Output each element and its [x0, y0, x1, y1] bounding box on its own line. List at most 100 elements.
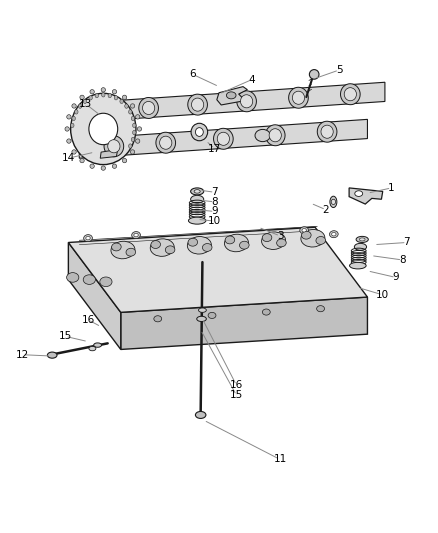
Ellipse shape [331, 199, 336, 205]
Ellipse shape [80, 95, 84, 100]
Ellipse shape [71, 123, 74, 127]
Ellipse shape [269, 128, 281, 142]
Text: 15: 15 [59, 332, 72, 341]
Ellipse shape [191, 98, 204, 111]
Ellipse shape [67, 115, 71, 119]
Ellipse shape [195, 128, 203, 136]
Ellipse shape [316, 237, 325, 244]
Ellipse shape [101, 87, 106, 92]
Ellipse shape [131, 116, 135, 120]
Ellipse shape [356, 236, 368, 243]
Text: 8: 8 [399, 255, 406, 265]
Ellipse shape [100, 277, 112, 287]
Ellipse shape [139, 98, 159, 118]
Ellipse shape [94, 343, 102, 348]
Ellipse shape [135, 115, 140, 119]
Polygon shape [217, 87, 247, 105]
Ellipse shape [71, 93, 136, 165]
Text: 17: 17 [208, 143, 221, 154]
Ellipse shape [78, 104, 82, 108]
Text: 10: 10 [208, 216, 221, 226]
Ellipse shape [261, 232, 286, 249]
Ellipse shape [330, 196, 337, 207]
Ellipse shape [224, 234, 248, 252]
Polygon shape [121, 297, 367, 350]
Ellipse shape [317, 305, 325, 312]
Ellipse shape [151, 240, 160, 248]
Text: 1: 1 [388, 183, 395, 193]
Ellipse shape [198, 308, 206, 312]
Ellipse shape [131, 104, 135, 108]
Ellipse shape [67, 139, 71, 143]
Ellipse shape [83, 99, 87, 103]
Ellipse shape [317, 121, 337, 142]
Ellipse shape [72, 150, 76, 154]
Ellipse shape [86, 236, 90, 240]
Text: 15: 15 [230, 390, 243, 400]
Ellipse shape [156, 132, 176, 153]
Ellipse shape [340, 84, 360, 104]
Polygon shape [100, 149, 118, 158]
Ellipse shape [292, 91, 304, 104]
Ellipse shape [277, 239, 286, 247]
Ellipse shape [289, 87, 308, 108]
Text: 5: 5 [336, 65, 343, 75]
Ellipse shape [120, 99, 124, 103]
Ellipse shape [354, 244, 367, 251]
Ellipse shape [188, 217, 206, 224]
Ellipse shape [301, 230, 325, 247]
Ellipse shape [191, 123, 208, 141]
Ellipse shape [150, 239, 174, 256]
Text: 9: 9 [211, 206, 218, 216]
Ellipse shape [197, 316, 206, 321]
Text: 2: 2 [323, 205, 329, 215]
Ellipse shape [131, 150, 135, 154]
Ellipse shape [114, 95, 118, 100]
Polygon shape [68, 227, 367, 312]
Ellipse shape [89, 113, 118, 144]
Ellipse shape [214, 128, 233, 149]
Text: 10: 10 [376, 290, 389, 300]
Polygon shape [68, 243, 121, 350]
Ellipse shape [108, 140, 120, 153]
Ellipse shape [300, 227, 308, 234]
Ellipse shape [208, 312, 216, 319]
Ellipse shape [217, 132, 230, 146]
Ellipse shape [237, 91, 256, 112]
Ellipse shape [344, 87, 357, 101]
Ellipse shape [112, 164, 117, 168]
Ellipse shape [134, 233, 138, 237]
Ellipse shape [188, 238, 198, 246]
Ellipse shape [122, 158, 127, 163]
Ellipse shape [187, 237, 212, 254]
Text: 6: 6 [190, 69, 196, 79]
Ellipse shape [112, 90, 117, 94]
Ellipse shape [159, 136, 172, 149]
Ellipse shape [191, 195, 204, 203]
Ellipse shape [74, 110, 78, 114]
Ellipse shape [101, 166, 106, 170]
Ellipse shape [262, 233, 272, 241]
Ellipse shape [95, 93, 99, 98]
Ellipse shape [67, 272, 79, 282]
Ellipse shape [90, 164, 94, 168]
Ellipse shape [154, 316, 162, 322]
Ellipse shape [131, 138, 135, 142]
Ellipse shape [302, 229, 306, 232]
Ellipse shape [128, 110, 132, 114]
Ellipse shape [133, 123, 136, 127]
Ellipse shape [133, 131, 136, 135]
Text: 13: 13 [79, 99, 92, 109]
Ellipse shape [195, 411, 206, 418]
Ellipse shape [225, 236, 235, 244]
Ellipse shape [359, 238, 365, 241]
Text: 3: 3 [277, 231, 283, 241]
Ellipse shape [132, 231, 141, 239]
Ellipse shape [265, 125, 285, 146]
Ellipse shape [240, 95, 253, 108]
Ellipse shape [65, 127, 69, 131]
Ellipse shape [262, 309, 270, 315]
Ellipse shape [135, 139, 140, 143]
Ellipse shape [194, 190, 200, 193]
Ellipse shape [122, 95, 127, 100]
